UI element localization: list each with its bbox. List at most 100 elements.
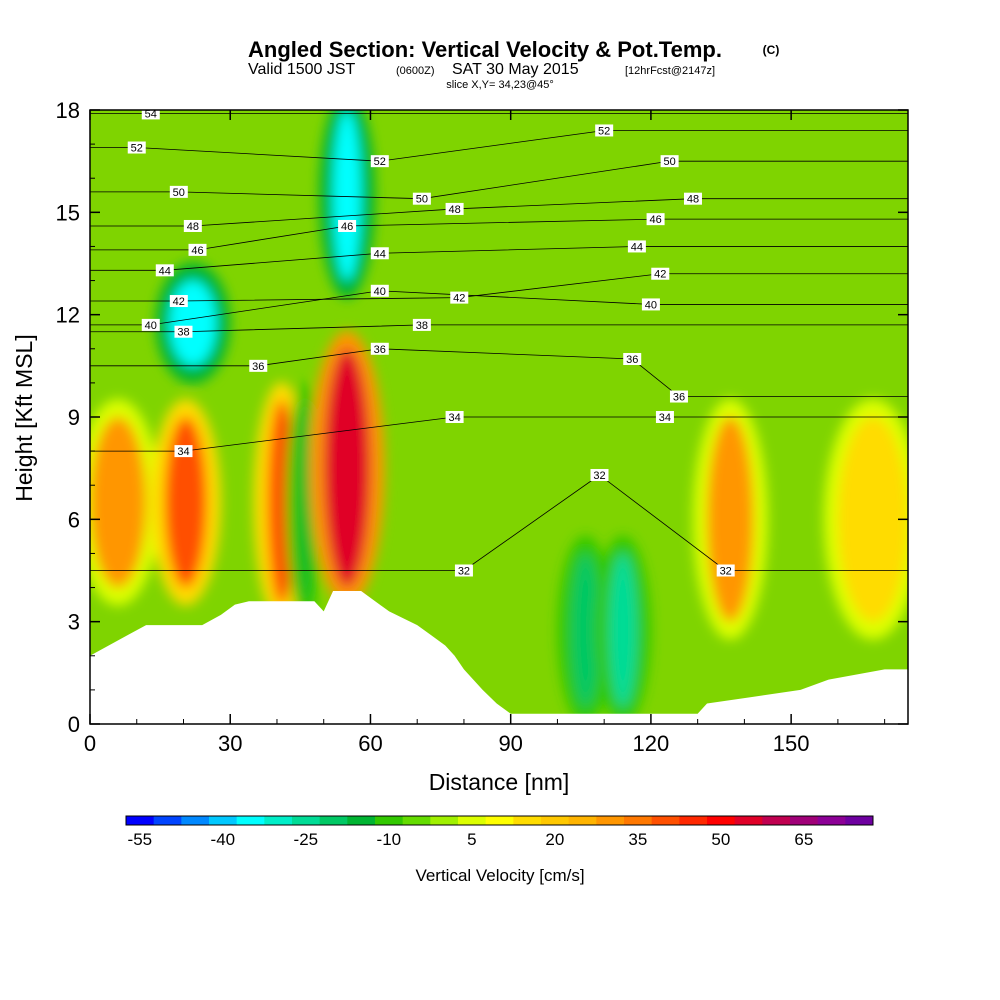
axes: 0 30 60 90 120 150 0 36 9 12 15 18 [56, 98, 908, 756]
isentrope-label: 46 [338, 219, 357, 233]
colorbar-swatch [319, 816, 348, 825]
isentrope-label-box [370, 247, 389, 260]
y-tick-label: 0 [68, 712, 80, 737]
isentrope-label-box [716, 564, 735, 577]
isentrope-label-text: 48 [187, 221, 199, 233]
velocity-cell [333, 110, 362, 281]
colorbar-swatch [236, 816, 265, 825]
isentrope-label-text: 44 [631, 241, 643, 253]
velocity-cell [608, 553, 637, 707]
isentrope-label: 42 [450, 291, 469, 305]
isentrope-label-box [174, 325, 193, 338]
colorbar-swatch [292, 816, 321, 825]
colorbar-swatch [624, 816, 653, 825]
colorbar-swatch [790, 816, 819, 825]
isentrope-label-box [669, 390, 688, 403]
isentrope-label: 34 [445, 411, 464, 424]
isentrope-label-box [127, 141, 146, 154]
isentrope-label-box [412, 318, 431, 331]
isentrope-label-box [174, 445, 193, 458]
colorbar-swatch [402, 816, 431, 825]
isentrope-label: 46 [188, 243, 207, 257]
isentrope-label: 32 [590, 468, 609, 482]
y-tick-label: 3 [68, 610, 80, 635]
isentrope-label: 42 [169, 295, 188, 308]
colorbar-swatch [264, 816, 293, 825]
y-tick-label: 15 [56, 200, 80, 225]
isentrope-label-text: 40 [145, 320, 157, 332]
isentrope-label-text: 42 [173, 296, 185, 308]
isentrope-label: 52 [127, 141, 146, 155]
colorbar-swatch [485, 816, 514, 825]
isentrope-label-text: 52 [374, 156, 386, 168]
colorbar-tick-label: 5 [467, 830, 476, 849]
velocity-cell [164, 417, 207, 588]
isentrope-label-box [595, 124, 614, 137]
isentrope-label-text: 50 [663, 156, 675, 168]
isentrope-label: 44 [155, 264, 174, 277]
isentrope-label-box [370, 342, 389, 355]
isentrope-label-text: 52 [598, 125, 610, 137]
isentrope-label-text: 36 [374, 344, 386, 356]
isentrope-label: 40 [641, 298, 660, 311]
y-tick-label: 9 [68, 405, 80, 430]
isentrope-label: 48 [183, 219, 202, 233]
x-tick-label: 0 [84, 731, 96, 756]
isentrope-label: 36 [249, 359, 268, 373]
colorbar-swatch [596, 816, 625, 825]
y-tick-label: 18 [56, 98, 80, 123]
isentrope-label-box [641, 298, 660, 311]
x-tick-label: 120 [633, 731, 670, 756]
x-tick-label: 90 [498, 731, 522, 756]
x-tick-label: 30 [218, 731, 242, 756]
isentrope-label-box [183, 219, 202, 232]
isentrope-label-text: 40 [374, 286, 386, 298]
colorbar-swatch [541, 816, 570, 825]
colorbar: -55 -40 -25 -10 5 20 35 50 65 [125, 815, 874, 849]
isentrope-label-text: 34 [177, 446, 189, 458]
isentrope-label: 34 [174, 445, 193, 458]
isentrope-label-box [623, 353, 642, 366]
colorbar-swatch [126, 816, 155, 825]
isentrope-label: 40 [141, 318, 160, 332]
isentrope-label-text: 34 [659, 412, 671, 424]
forecast-info: [12hrFcst@2147z] [625, 65, 715, 77]
velocity-cell [300, 399, 310, 605]
isentrope-label: 36 [370, 342, 389, 356]
y-tick-label: 12 [56, 303, 80, 328]
isentrope-label-box [370, 284, 389, 297]
isentrope-label: 46 [646, 213, 665, 226]
isentrope-label: 48 [445, 202, 464, 216]
x-tick-label: 60 [358, 731, 382, 756]
copyright-mark: (C) [763, 43, 780, 57]
isentrope-label: 50 [660, 155, 679, 168]
colorbar-tick-label: -10 [377, 830, 402, 849]
colorbar-swatch [817, 816, 846, 825]
isentrope-label-box [454, 564, 473, 577]
isentrope-label: 32 [454, 564, 473, 578]
isentrope-label-text: 46 [341, 221, 353, 233]
colorbar-swatch [568, 816, 597, 825]
colorbar-swatch [734, 816, 763, 825]
isentrope-label: 52 [370, 155, 389, 168]
isentrope-label-text: 40 [645, 299, 657, 311]
terrain [90, 590, 908, 724]
isentrope-label-text: 50 [416, 194, 428, 206]
isentrope-label-text: 50 [173, 187, 185, 199]
velocity-cell [837, 416, 908, 622]
colorbar-tick-label: 35 [628, 830, 647, 849]
valid-date: SAT 30 May 2015 [452, 61, 579, 78]
isentrope-label-text: 44 [374, 248, 386, 260]
isentrope-label-text: 46 [649, 214, 661, 226]
isentrope-label-box [188, 243, 207, 256]
isentrope-label-box [651, 267, 670, 280]
isentrope-label-text: 54 [145, 108, 157, 120]
isentrope-label-box [683, 192, 702, 205]
isentrope-label-box [141, 110, 160, 120]
velocity-cell [707, 416, 754, 622]
colorbar-swatch [375, 816, 404, 825]
colorbar-swatch [651, 816, 680, 825]
isentrope-label-box [169, 185, 188, 198]
x-tick-label: 150 [773, 731, 810, 756]
